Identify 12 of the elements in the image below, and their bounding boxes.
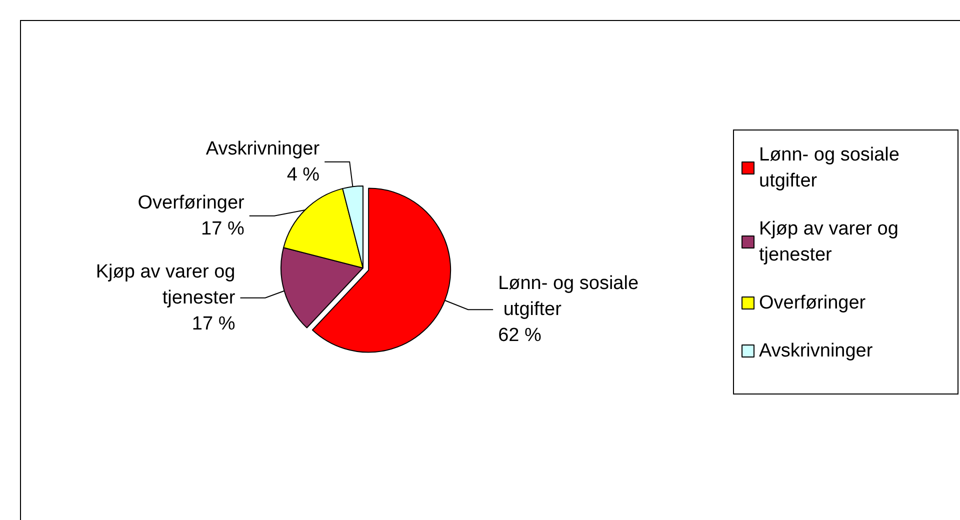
- slice-label: Lønn- og sosiale utgifter: [498, 273, 639, 320]
- data-label: 4 %: [286, 164, 320, 186]
- legend-label: Lønn- og sosiale utgifter: [759, 144, 905, 192]
- slice-label: Kjøp av varer og tjenester: [96, 261, 236, 308]
- data-label: 17 %: [192, 313, 236, 334]
- slice-label: Avskrivninger: [206, 138, 320, 160]
- data-label: 17 %: [201, 218, 244, 240]
- legend-label: Overføringer: [759, 292, 866, 314]
- legend-label: Avskrivninger: [759, 340, 874, 362]
- legend-label: Kjøp av varer og tjenester: [759, 218, 904, 266]
- slice-label: Overføringer: [138, 192, 246, 214]
- data-label: 62 %: [498, 325, 542, 346]
